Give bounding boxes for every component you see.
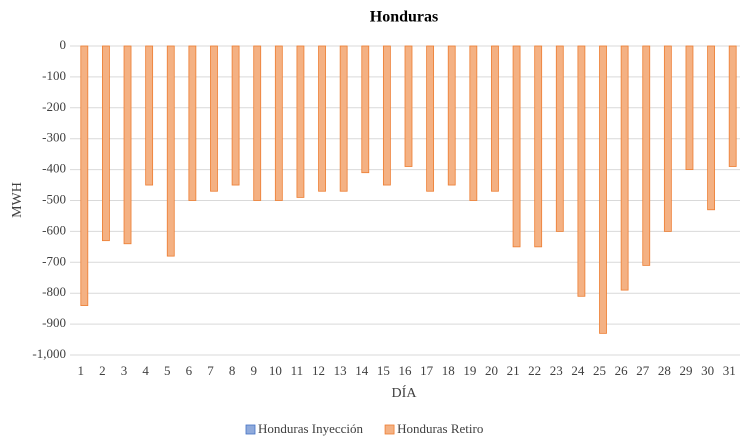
y-tick-label: -1,000 [32,346,66,361]
x-tick-label: 26 [615,363,629,378]
y-tick-label: -800 [42,284,66,299]
y-tick-label: -100 [42,68,66,83]
bar [318,45,326,192]
x-tick-label: 18 [442,363,455,378]
bar [166,45,175,257]
x-tick-label: 1 [78,363,85,378]
x-tick-label: 14 [355,363,369,378]
x-tick-label: 6 [186,363,193,378]
bar [404,45,413,167]
bar [447,45,456,186]
bar [707,45,715,211]
legend-swatch [384,424,395,435]
y-tick-label: 0 [60,37,67,52]
bar [274,45,283,201]
bar [512,45,521,248]
legend-label: Honduras Retiro [397,421,483,436]
bar [469,45,478,201]
bar [555,45,564,232]
bar [663,45,672,232]
bar [361,45,370,174]
bar [491,45,499,192]
bar [102,45,110,242]
bar [382,45,391,186]
x-tick-label: 10 [269,363,282,378]
x-tick-label: 4 [142,363,149,378]
x-tick-label: 27 [636,363,650,378]
x-tick-label: 19 [463,363,476,378]
legend-swatch [245,424,256,435]
bar [620,45,629,291]
y-axis-label: MWH [10,182,25,218]
x-tick-label: 5 [164,363,171,378]
x-tick-label: 2 [99,363,106,378]
x-tick-label: 16 [399,363,413,378]
x-tick-label: 21 [507,363,520,378]
x-tick-label: 24 [571,363,585,378]
x-tick-label: 22 [528,363,541,378]
legend-label: Honduras Inyección [258,421,364,436]
x-tick-label: 25 [593,363,606,378]
x-tick-label: 13 [334,363,347,378]
bar [231,45,240,186]
bar [599,45,607,334]
x-tick-label: 17 [420,363,434,378]
y-tick-label: -600 [42,222,66,237]
bar [426,45,435,192]
bar [728,45,737,167]
x-tick-label: 20 [485,363,498,378]
x-tick-label: 30 [701,363,714,378]
y-tick-label: -700 [42,253,66,268]
y-tick-label: -400 [42,161,66,176]
bar [80,45,89,306]
bar [188,45,197,201]
bar [253,45,262,201]
y-tick-label: -300 [42,130,66,145]
y-tick-label: -500 [42,191,66,206]
x-tick-label: 3 [121,363,128,378]
bar [123,45,132,245]
chart-title: Honduras [370,9,438,26]
bar [145,45,154,186]
x-tick-label: 23 [550,363,563,378]
bar [685,45,694,170]
bar [210,45,218,192]
x-tick-label: 11 [291,363,304,378]
x-tick-label: 12 [312,363,325,378]
y-tick-label: -900 [42,315,66,330]
bar [577,45,586,297]
x-tick-label: 31 [723,363,736,378]
y-tick-label: -200 [42,99,66,114]
x-axis-label: DÍA [392,384,418,401]
x-tick-label: 28 [658,363,671,378]
bar [296,45,305,198]
x-tick-label: 7 [207,363,214,378]
x-tick-label: 8 [229,363,236,378]
bar [642,45,651,266]
bar [534,45,543,248]
x-tick-label: 9 [250,363,257,378]
x-tick-label: 15 [377,363,390,378]
bar [339,45,348,192]
x-tick-label: 29 [679,363,692,378]
